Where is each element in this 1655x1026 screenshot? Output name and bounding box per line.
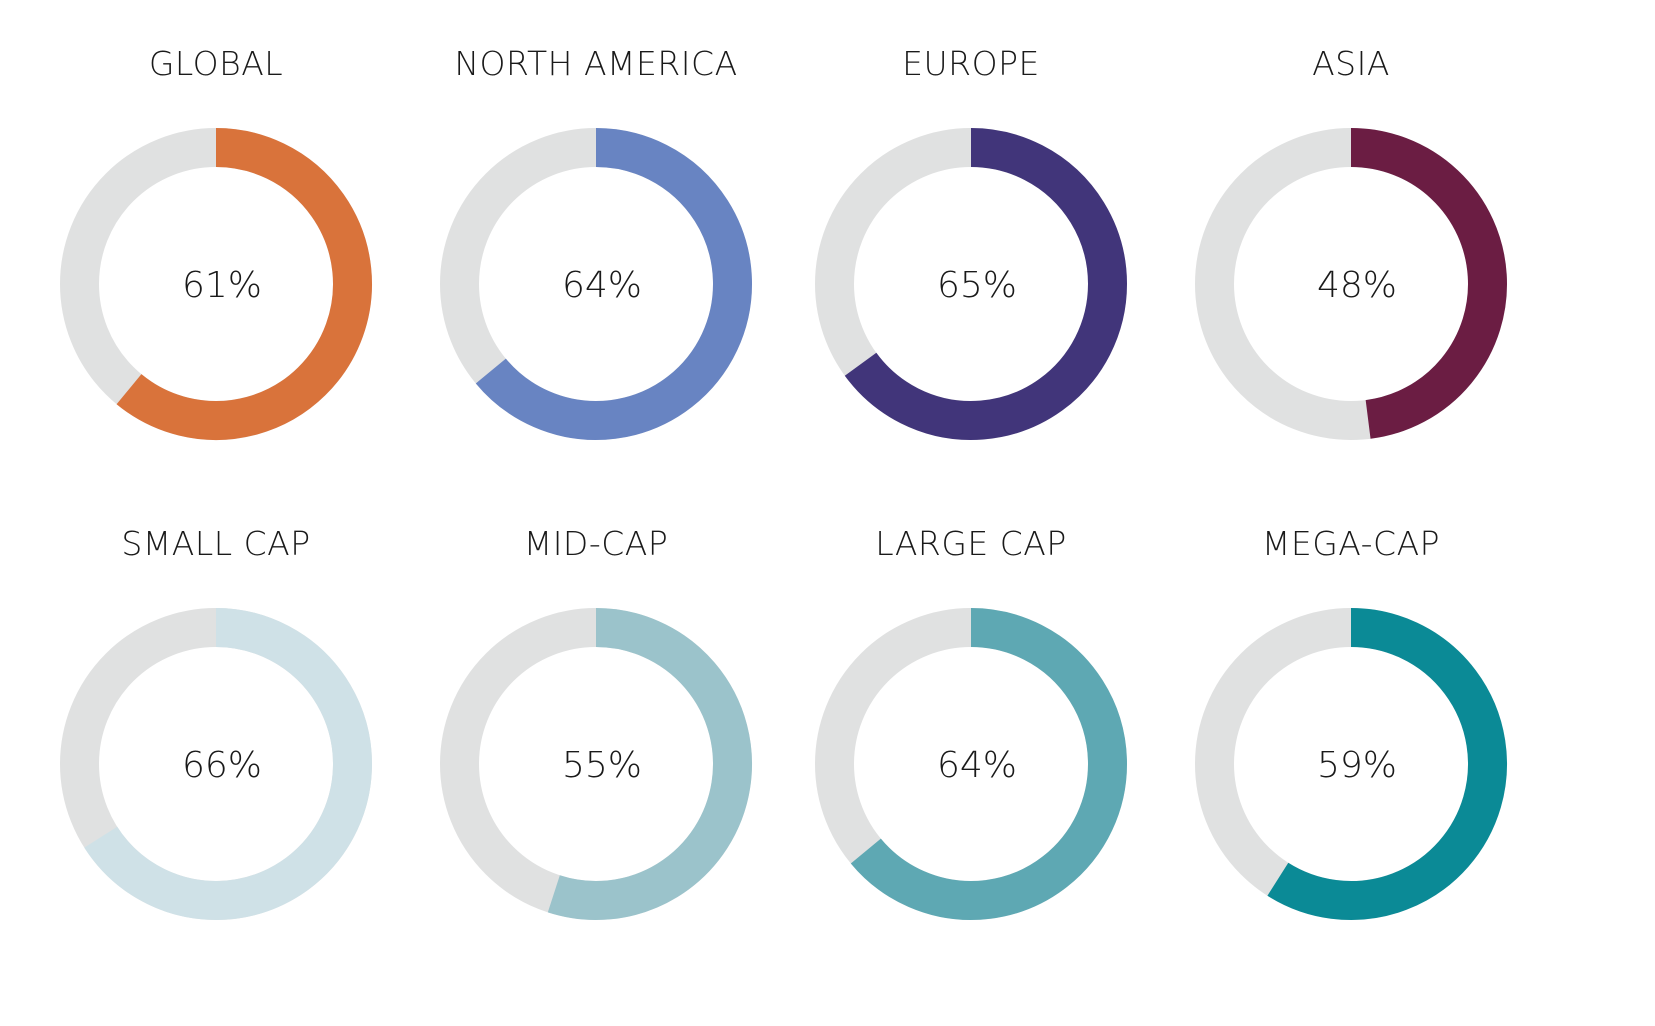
donut-title: NORTH AMERICA bbox=[454, 44, 738, 83]
donut-svg: 64% bbox=[815, 608, 1127, 920]
donut-svg: 48% bbox=[1195, 128, 1507, 440]
donut-value-arc bbox=[1350, 128, 1507, 439]
donut-svg: 65% bbox=[815, 128, 1127, 440]
donut-mega-cap: MEGA-CAP 59% bbox=[1151, 480, 1551, 950]
donut-percent-label: 48% bbox=[1317, 265, 1397, 306]
donut-percent-label: 55% bbox=[562, 745, 642, 786]
donut-north-america: NORTH AMERICA 64% bbox=[396, 0, 796, 470]
donut-svg: 55% bbox=[440, 608, 752, 920]
donut-value-arc bbox=[475, 128, 752, 440]
donut-svg: 59% bbox=[1195, 608, 1507, 920]
donut-asia: ASIA 48% bbox=[1151, 0, 1551, 470]
donut-value-arc bbox=[1267, 608, 1507, 920]
donut-percent-label: 64% bbox=[562, 265, 642, 306]
donut-percent-label: 65% bbox=[937, 265, 1017, 306]
donut-large-cap: LARGE CAP 64% bbox=[771, 480, 1171, 950]
donut-title: LARGE CAP bbox=[875, 524, 1067, 563]
donut-value-arc bbox=[84, 608, 372, 920]
donut-percent-label: 66% bbox=[182, 745, 262, 786]
donut-title: ASIA bbox=[1312, 44, 1390, 83]
donut-percent-label: 61% bbox=[182, 265, 262, 306]
donut-title: SMALL CAP bbox=[121, 524, 311, 563]
donut-svg: 66% bbox=[60, 608, 372, 920]
donut-svg: 61% bbox=[60, 128, 372, 440]
donut-title: GLOBAL bbox=[148, 44, 284, 83]
donut-title: MID-CAP bbox=[523, 524, 669, 563]
donut-europe: EUROPE 65% bbox=[771, 0, 1171, 470]
donut-title: MEGA-CAP bbox=[1261, 524, 1441, 563]
donut-value-arc bbox=[850, 608, 1127, 920]
donut-value-arc bbox=[116, 128, 372, 440]
donut-mid-cap: MID-CAP 55% bbox=[396, 480, 796, 950]
donut-value-arc bbox=[547, 608, 752, 920]
donut-title: EUROPE bbox=[902, 44, 1040, 83]
donut-value-arc bbox=[844, 128, 1127, 440]
donut-global: GLOBAL 61% bbox=[16, 0, 416, 470]
donut-percent-label: 59% bbox=[1317, 745, 1397, 786]
donut-small-cap: SMALL CAP 66% bbox=[16, 480, 416, 950]
donut-percent-label: 64% bbox=[937, 745, 1017, 786]
donut-svg: 64% bbox=[440, 128, 752, 440]
